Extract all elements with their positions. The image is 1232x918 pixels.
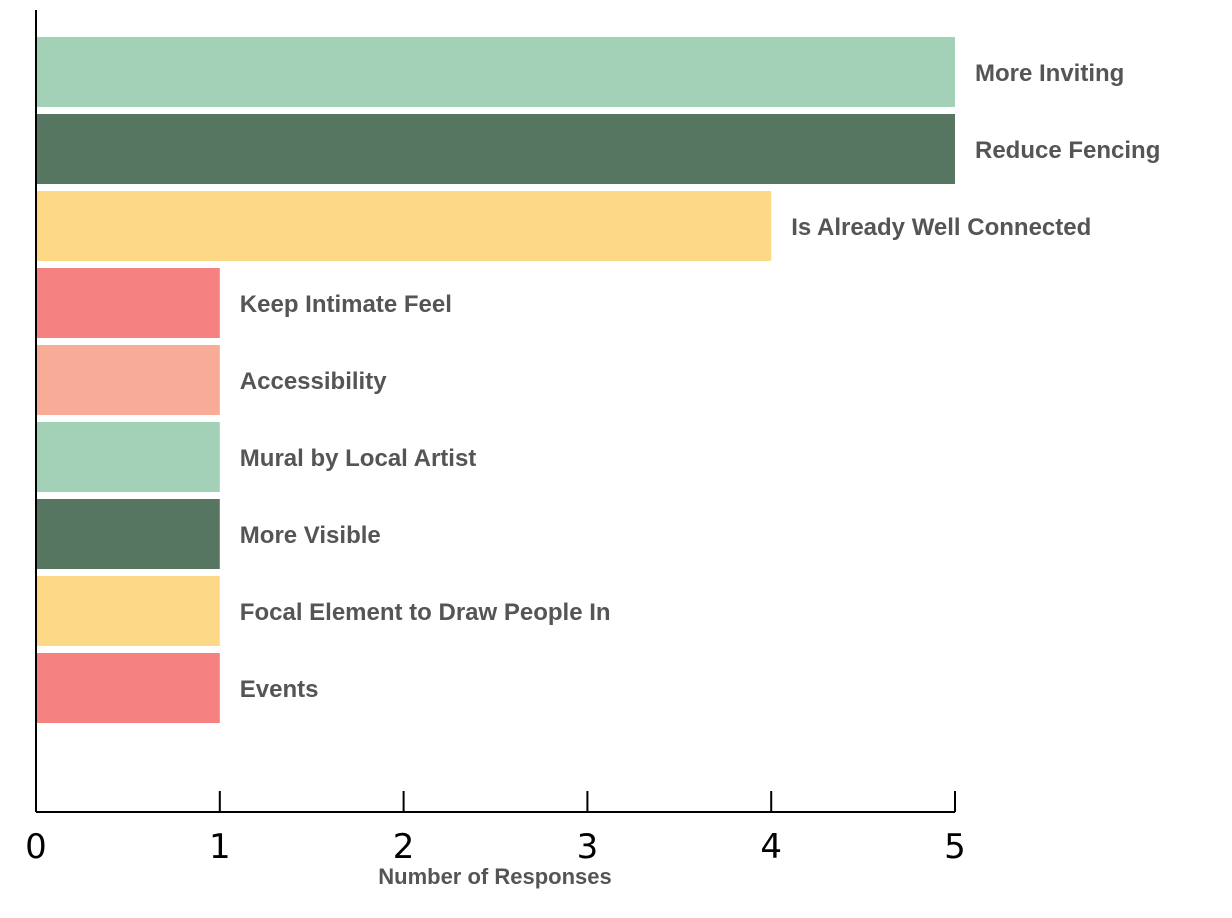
bar-accessibility: [36, 345, 220, 415]
bar-focal-element-to-draw-people-in: [36, 576, 220, 646]
bar-labels: More Inviting Reduce Fencing Is Already We…: [240, 60, 1161, 703]
bar-label: Is Already Well Connected: [791, 214, 1091, 241]
x-tick-label: 3: [577, 827, 599, 867]
x-axis-title: Number of Responses: [378, 864, 612, 889]
bar-more-inviting: [36, 37, 955, 107]
bar-label: Keep Intimate Feel: [240, 291, 452, 318]
bar-label: More Inviting: [975, 60, 1124, 87]
bar-label: More Visible: [240, 522, 381, 549]
bar-label: Focal Element to Draw People In: [240, 599, 611, 626]
x-axis-ticks: 0 1 2 3 4 5: [25, 791, 966, 867]
bar-label: Accessibility: [240, 368, 387, 395]
x-tick-label: 2: [393, 827, 415, 867]
bar-mural-by-local-artist: [36, 422, 220, 492]
x-tick-label: 0: [25, 827, 47, 867]
bar-label: Mural by Local Artist: [240, 445, 476, 472]
bar-events: [36, 653, 220, 723]
x-tick-label: 4: [760, 827, 782, 867]
bars: [36, 37, 955, 723]
bar-is-already-well-connected: [36, 191, 772, 261]
bar-label: Reduce Fencing: [975, 137, 1160, 164]
bar-keep-intimate-feel: [36, 268, 220, 338]
x-tick-label: 5: [944, 827, 966, 867]
bar-more-visible: [36, 499, 220, 569]
bar-label: Events: [240, 676, 319, 703]
bar-reduce-fencing: [36, 114, 955, 184]
x-tick-label: 1: [209, 827, 231, 867]
